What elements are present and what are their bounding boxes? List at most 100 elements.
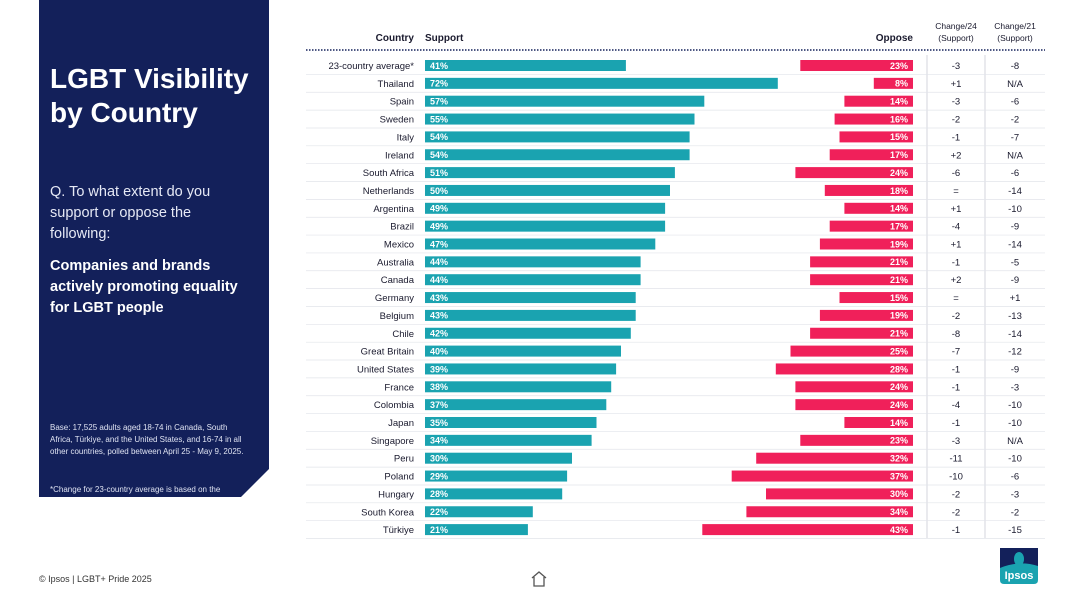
support-value-label: 40%: [430, 346, 448, 356]
change21-value: -6: [1011, 472, 1019, 483]
change21-value: -9: [1011, 222, 1019, 233]
change21-value: -6: [1011, 97, 1019, 108]
change24-value: =: [953, 293, 959, 304]
change24-value: -1: [952, 132, 960, 143]
oppose-value-label: 23%: [890, 436, 908, 446]
support-bar: [425, 434, 592, 446]
change24-value: -8: [952, 329, 960, 340]
country-label: Argentina: [373, 204, 414, 215]
oppose-value-label: 8%: [895, 79, 908, 89]
home-icon[interactable]: [530, 570, 548, 593]
oppose-value-label: 16%: [890, 114, 908, 124]
oppose-bar: [775, 363, 913, 375]
change21-value: -5: [1011, 257, 1019, 268]
change24-value: -7: [952, 347, 960, 358]
survey-statement: Companies and brands actively promoting …: [50, 258, 238, 316]
change21-value: N/A: [1007, 150, 1024, 161]
oppose-bar: [829, 220, 913, 232]
change24-value: -2: [952, 115, 960, 126]
support-bar: [425, 292, 636, 304]
change24-value: +2: [951, 150, 962, 161]
country-label: Thailand: [378, 79, 414, 90]
support-bar: [425, 220, 666, 232]
change21-value: -2: [1011, 507, 1019, 518]
country-label: Japan: [388, 418, 414, 429]
oppose-value-label: 19%: [890, 311, 908, 321]
change21-value: -13: [1008, 311, 1022, 322]
side-panel: LGBT Visibility by Country Q. To what ex…: [39, 0, 269, 497]
change21-value: -8: [1011, 61, 1019, 72]
support-value-label: 37%: [430, 400, 448, 410]
support-value-label: 51%: [430, 168, 448, 178]
support-value-label: 41%: [430, 61, 448, 71]
oppose-bar: [800, 60, 913, 71]
change24-value: -4: [952, 400, 960, 411]
country-label: Poland: [384, 472, 414, 483]
country-label: Türkiye: [383, 525, 414, 536]
oppose-value-label: 14%: [890, 204, 908, 214]
change21-value: -9: [1011, 364, 1019, 375]
oppose-bar: [795, 381, 913, 393]
support-bar: [425, 417, 597, 428]
support-value-label: 29%: [430, 471, 448, 481]
change24-value: -2: [952, 311, 960, 322]
change24-value: -3: [952, 436, 960, 447]
survey-question: Q. To what extent do you support or oppo…: [50, 184, 211, 242]
oppose-value-label: 43%: [890, 525, 908, 535]
oppose-bar: [795, 167, 913, 179]
change21-value: -10: [1008, 418, 1022, 429]
change24-value: +1: [951, 240, 962, 251]
change21-value: -14: [1008, 240, 1022, 251]
page-title: LGBT Visibility by Country: [50, 63, 249, 128]
country-label: Peru: [394, 454, 414, 465]
support-bar: [425, 113, 695, 125]
change21-value: N/A: [1007, 436, 1024, 447]
oppose-value-label: 21%: [890, 275, 908, 285]
support-value-label: 43%: [430, 311, 448, 321]
support-bar: [425, 363, 617, 375]
oppose-value-label: 14%: [890, 418, 908, 428]
support-bar: [425, 506, 533, 518]
oppose-bar: [766, 488, 913, 500]
header-country: Country: [376, 33, 415, 44]
change24-value: +1: [951, 204, 962, 215]
country-label: Hungary: [378, 489, 414, 500]
oppose-value-label: 28%: [890, 364, 908, 374]
change21-value: -14: [1008, 329, 1022, 340]
support-bar: [425, 238, 656, 250]
oppose-bar: [756, 452, 913, 464]
support-value-label: 35%: [430, 418, 448, 428]
support-value-label: 49%: [430, 221, 448, 231]
support-bar: [425, 345, 621, 357]
change21-value: -6: [1011, 168, 1019, 179]
support-value-label: 21%: [430, 525, 448, 535]
oppose-bar: [795, 399, 913, 411]
support-bar: [425, 524, 528, 536]
support-bar: [425, 488, 563, 500]
header-change21-line1: Change/21: [994, 21, 1036, 31]
country-label: Belgium: [380, 311, 414, 322]
country-label: Singapore: [371, 436, 414, 447]
country-label: Mexico: [384, 240, 414, 251]
country-label: France: [384, 382, 414, 393]
change21-value: -10: [1008, 204, 1022, 215]
oppose-bar: [731, 470, 913, 482]
support-bar: [425, 202, 666, 214]
oppose-value-label: 24%: [890, 382, 908, 392]
support-bar: [425, 184, 670, 196]
oppose-bar: [873, 77, 913, 89]
oppose-bar: [844, 202, 913, 214]
support-value-label: 28%: [430, 489, 448, 499]
oppose-value-label: 21%: [890, 329, 908, 339]
change21-value: -9: [1011, 275, 1019, 286]
change24-value: -2: [952, 489, 960, 500]
oppose-bar: [810, 274, 913, 286]
country-label: Ireland: [385, 150, 414, 161]
support-bar: [425, 60, 626, 71]
support-bar: [425, 95, 705, 107]
support-value-label: 42%: [430, 329, 448, 339]
change24-value: -11: [949, 454, 962, 465]
change21-value: -2: [1011, 115, 1019, 126]
oppose-value-label: 23%: [890, 61, 908, 71]
oppose-bar: [834, 113, 913, 125]
